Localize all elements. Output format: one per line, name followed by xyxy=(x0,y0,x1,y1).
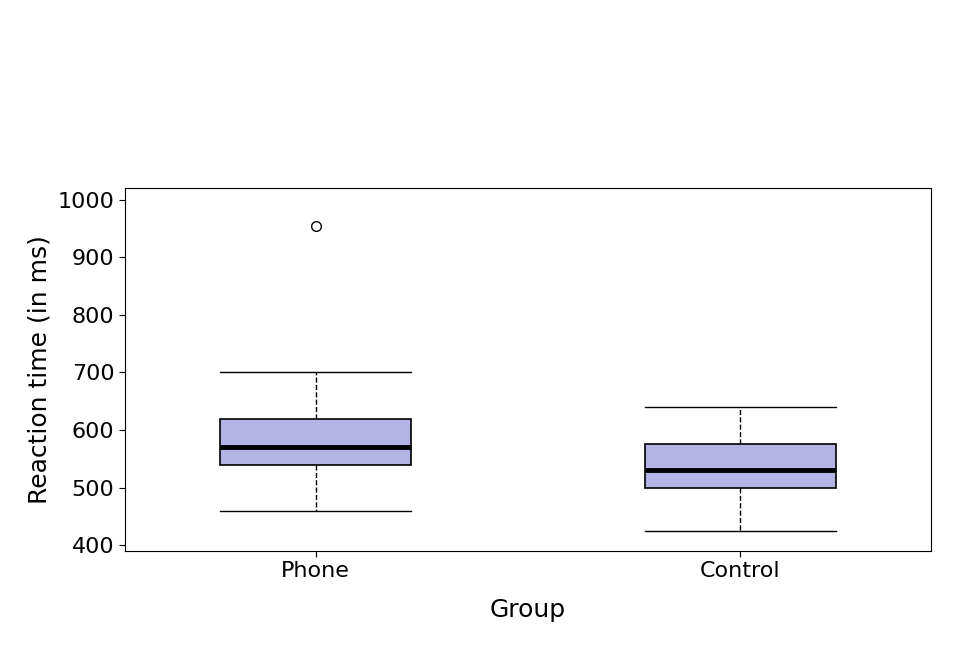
Bar xyxy=(645,444,836,488)
X-axis label: Group: Group xyxy=(490,598,566,622)
Y-axis label: Reaction time (in ms): Reaction time (in ms) xyxy=(28,235,52,504)
Bar xyxy=(220,419,411,464)
